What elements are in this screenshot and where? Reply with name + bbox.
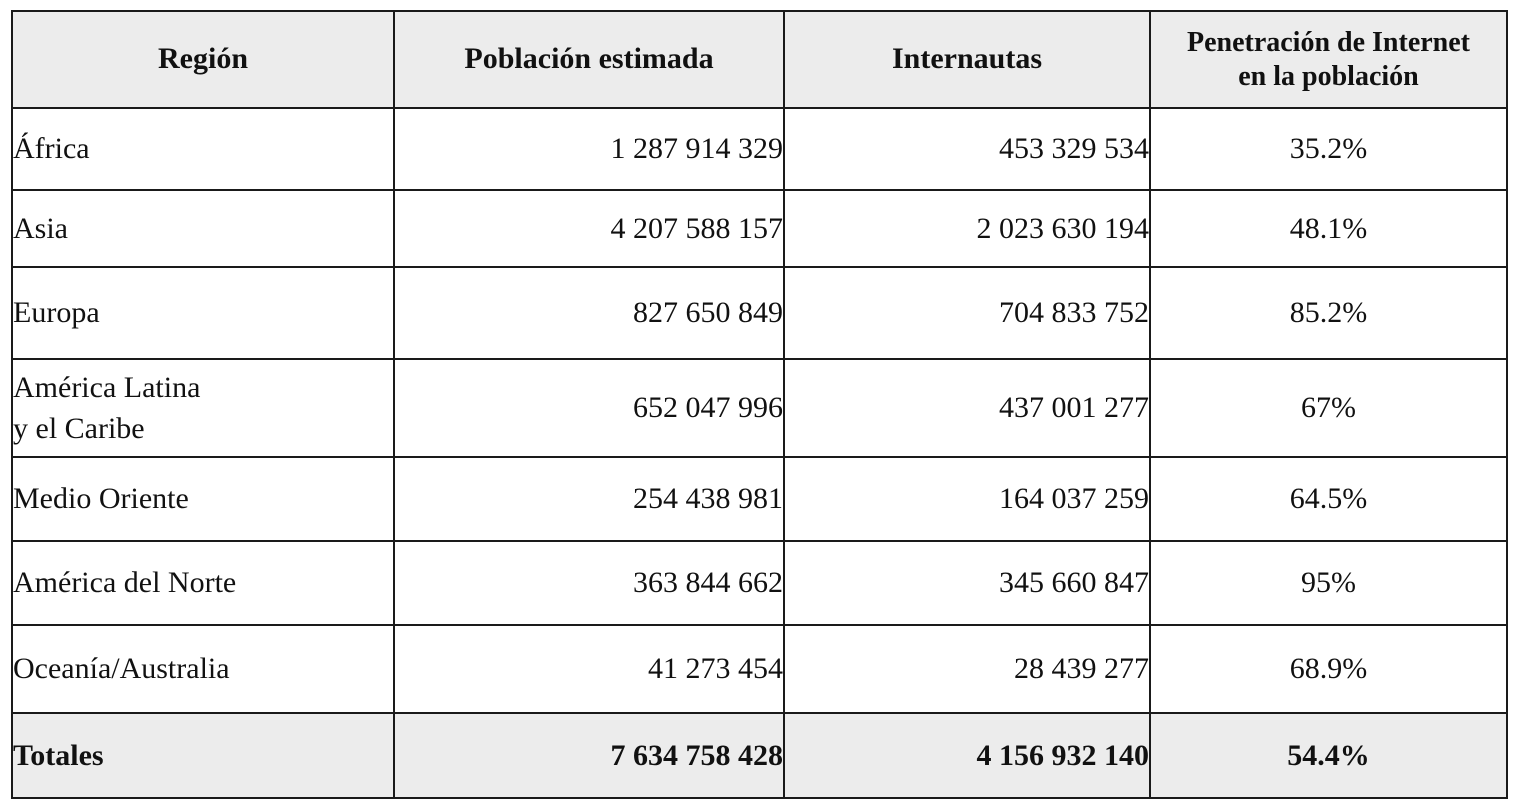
cell-population: 254 438 981	[393, 456, 785, 542]
cell-internet-users: 437 001 277	[783, 358, 1151, 458]
cell-totals-label: Totales	[11, 712, 395, 799]
cell-total-population: 7 634 758 428	[393, 712, 785, 799]
cell-region: Europa	[11, 266, 395, 360]
cell-population: 363 844 662	[393, 540, 785, 626]
cell-penetration: 85.2%	[1149, 266, 1508, 360]
header-internet-users: Internautas	[783, 10, 1151, 109]
cell-internet-users: 345 660 847	[783, 540, 1151, 626]
cell-region: América del Norte	[11, 540, 395, 626]
cell-region: América Latina y el Caribe	[11, 358, 395, 458]
internet-stats-table: Región Población estimada Internautas Pe…	[11, 10, 1508, 799]
cell-total-penetration: 54.4%	[1149, 712, 1508, 799]
table-row: Europa 827 650 849 704 833 752 85.2%	[11, 266, 1508, 360]
cell-penetration: 67%	[1149, 358, 1508, 458]
cell-population: 4 207 588 157	[393, 189, 785, 268]
cell-population: 41 273 454	[393, 624, 785, 714]
cell-region: Medio Oriente	[11, 456, 395, 542]
cell-region: África	[11, 107, 395, 191]
table-row: Oceanía/Australia 41 273 454 28 439 277 …	[11, 624, 1508, 714]
table-row: América del Norte 363 844 662 345 660 84…	[11, 540, 1508, 626]
cell-internet-users: 704 833 752	[783, 266, 1151, 360]
header-row: Región Población estimada Internautas Pe…	[11, 10, 1508, 109]
cell-internet-users: 164 037 259	[783, 456, 1151, 542]
table-row: América Latina y el Caribe 652 047 996 4…	[11, 358, 1508, 458]
cell-population: 1 287 914 329	[393, 107, 785, 191]
header-penetration: Penetración de Internet en la población	[1149, 10, 1508, 109]
cell-penetration: 64.5%	[1149, 456, 1508, 542]
cell-penetration: 35.2%	[1149, 107, 1508, 191]
totals-row: Totales 7 634 758 428 4 156 932 140 54.4…	[11, 712, 1508, 799]
cell-penetration: 95%	[1149, 540, 1508, 626]
table-row: Medio Oriente 254 438 981 164 037 259 64…	[11, 456, 1508, 542]
cell-internet-users: 2 023 630 194	[783, 189, 1151, 268]
cell-region: Asia	[11, 189, 395, 268]
header-population: Población estimada	[393, 10, 785, 109]
cell-population: 827 650 849	[393, 266, 785, 360]
cell-internet-users: 453 329 534	[783, 107, 1151, 191]
cell-total-internet-users: 4 156 932 140	[783, 712, 1151, 799]
table-row: África 1 287 914 329 453 329 534 35.2%	[11, 107, 1508, 191]
cell-penetration: 68.9%	[1149, 624, 1508, 714]
table-row: Asia 4 207 588 157 2 023 630 194 48.1%	[11, 189, 1508, 268]
cell-penetration: 48.1%	[1149, 189, 1508, 268]
cell-internet-users: 28 439 277	[783, 624, 1151, 714]
cell-population: 652 047 996	[393, 358, 785, 458]
cell-region: Oceanía/Australia	[11, 624, 395, 714]
header-region: Región	[11, 10, 395, 109]
